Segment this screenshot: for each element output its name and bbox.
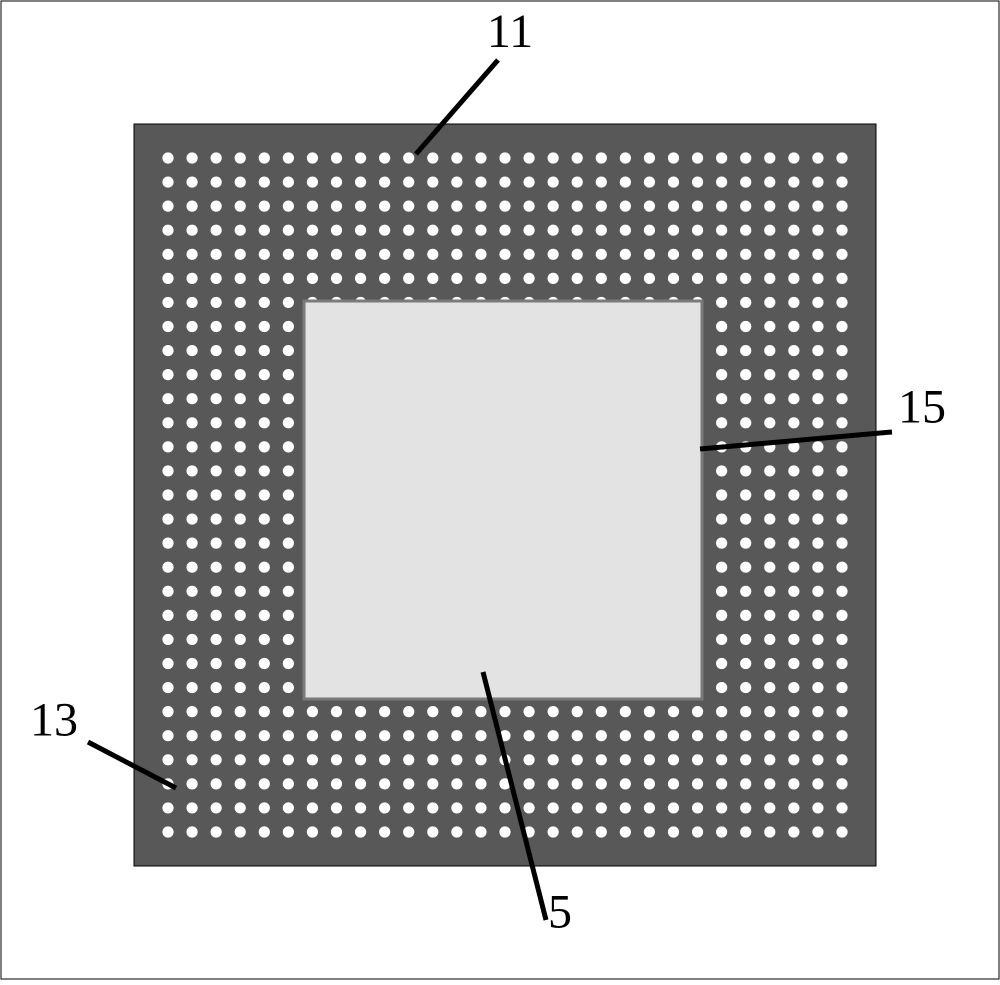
callout-label-11: 11 xyxy=(487,4,533,59)
callout-label-5: 5 xyxy=(548,885,572,940)
diagram-svg xyxy=(0,0,1000,980)
callout-label-13: 13 xyxy=(30,693,78,748)
inner-die xyxy=(304,301,702,699)
diagram-root: 11 15 13 5 xyxy=(0,0,1000,980)
callout-label-15: 15 xyxy=(898,380,946,435)
